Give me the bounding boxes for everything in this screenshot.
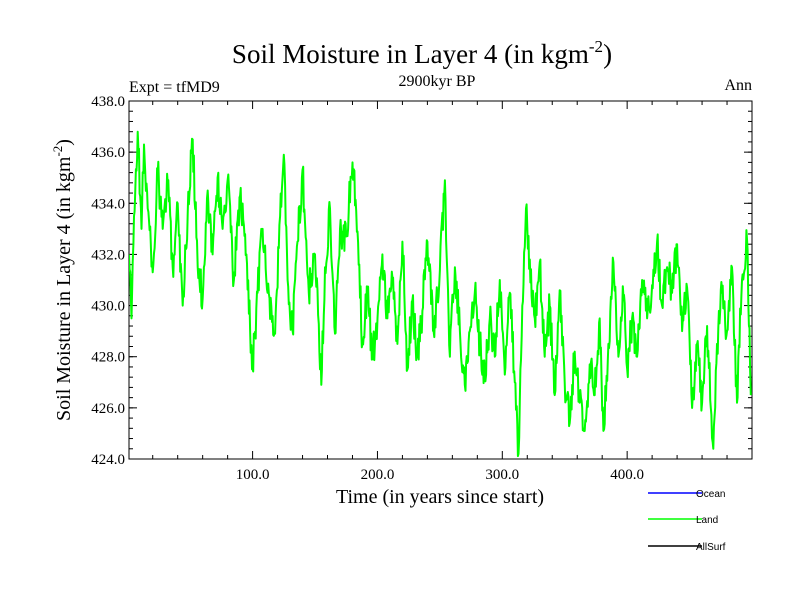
y-tick-labels: 424.0 426.0 428.0 430.0 432.0 434.0 436.0 438.0 — [91, 94, 125, 468]
x-tick-label: 100.0 — [236, 467, 270, 483]
y-axis-label: Soil Moisture in Layer 4 (in kgm-2) — [50, 139, 75, 421]
legend: Ocean Land AllSurf — [648, 489, 726, 553]
y-tick-label: 432.0 — [91, 247, 125, 263]
y-tick-label: 434.0 — [91, 196, 125, 212]
y-tick-label: 430.0 — [91, 299, 125, 315]
legend-allsurf-label: AllSurf — [696, 542, 726, 553]
subtitle-center: 2900kyr BP — [399, 73, 476, 90]
x-axis-label: Time (in years since start) — [336, 486, 544, 508]
x-tick-label: 400.0 — [610, 467, 644, 483]
legend-ocean-label: Ocean — [696, 489, 725, 500]
y-tick-label: 436.0 — [91, 145, 125, 161]
x-tick-label: 200.0 — [361, 467, 395, 483]
x-tick-labels: 100.0 200.0 300.0 400.0 — [236, 467, 644, 483]
y-tick-label: 424.0 — [91, 452, 125, 468]
legend-land-label: Land — [696, 515, 718, 526]
y-tick-label: 438.0 — [91, 94, 125, 110]
subtitle-left: Expt = tfMD9 — [129, 79, 220, 96]
y-tick-label: 426.0 — [91, 401, 125, 417]
x-tick-label: 300.0 — [485, 467, 519, 483]
plot-frame — [128, 100, 753, 460]
chart-title: Soil Moisture in Layer 4 (in kgm-2) — [232, 37, 612, 69]
subtitle-right: Ann — [724, 77, 752, 94]
y-tick-label: 428.0 — [91, 350, 125, 366]
land-series-line — [129, 130, 752, 458]
